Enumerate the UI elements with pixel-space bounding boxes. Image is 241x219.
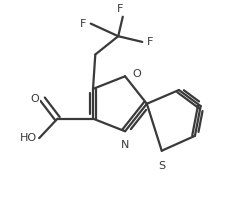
Text: HO: HO: [20, 133, 37, 143]
Text: O: O: [30, 94, 39, 104]
Text: F: F: [80, 19, 86, 29]
Text: F: F: [117, 4, 124, 14]
Text: S: S: [158, 161, 165, 171]
Text: O: O: [132, 69, 141, 79]
Text: N: N: [121, 140, 129, 150]
Text: F: F: [147, 37, 153, 47]
